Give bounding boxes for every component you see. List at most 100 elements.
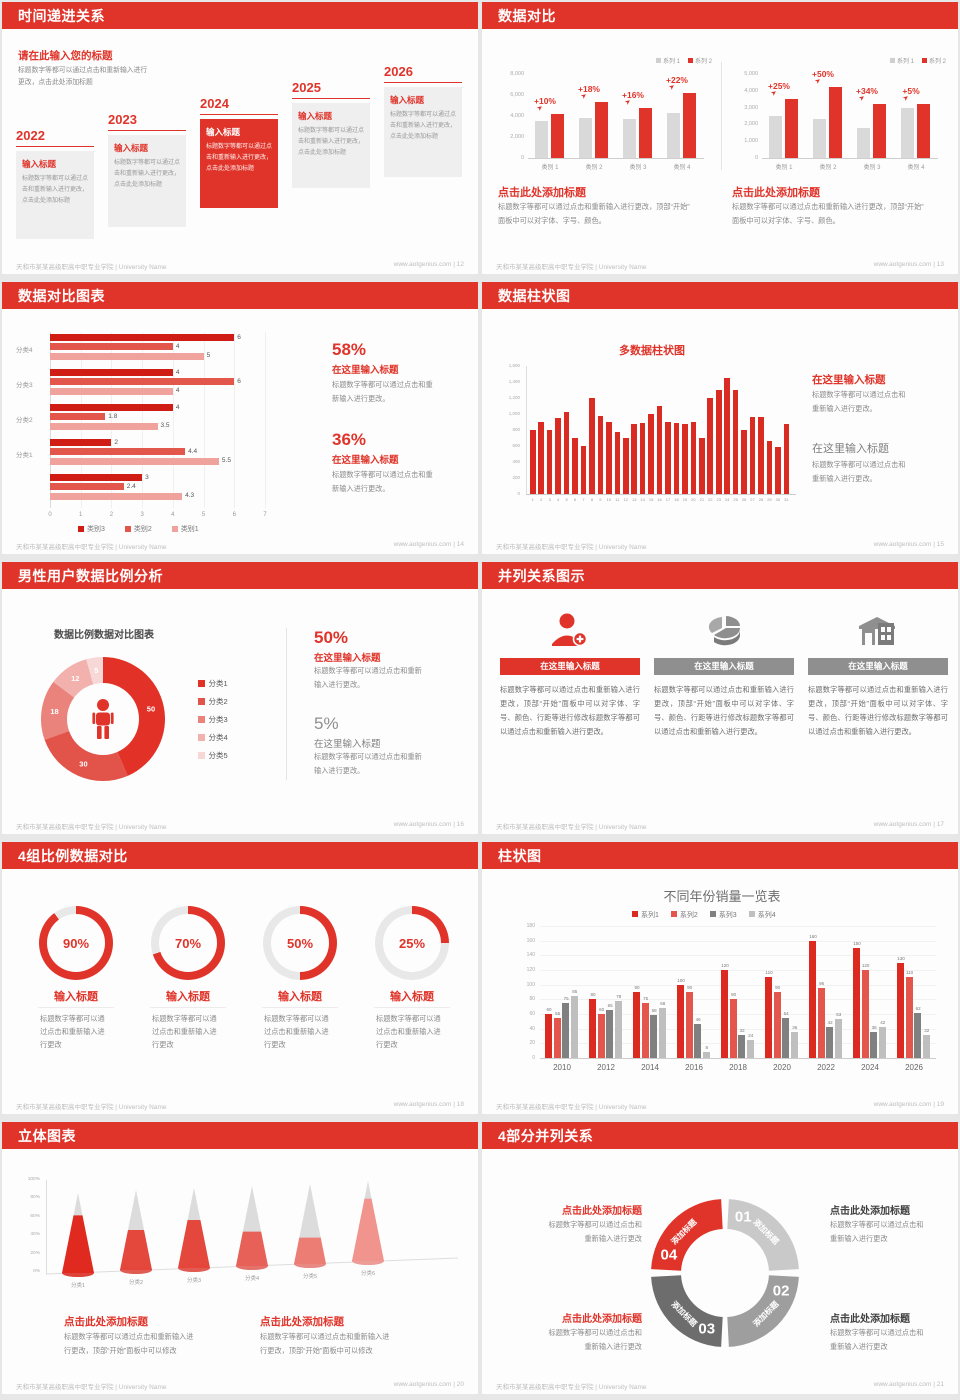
x-tick: 17 — [665, 497, 671, 502]
slide-title: 并列关系图示 — [498, 568, 585, 584]
block-body: 标题数字等都可以通过点击和 重新输入进行更改 — [502, 1326, 642, 1353]
timeline-box[interactable]: 输入标题标题数字等都可以通过点击和重新输入进行更改，点击此处添加标题 — [108, 135, 186, 227]
timeline-rule — [384, 82, 462, 83]
bar — [614, 431, 621, 494]
body-line: 标题数字等都可以通过点击和 — [548, 1220, 642, 1229]
legend-label: 系列 1 — [662, 59, 680, 65]
divider — [286, 628, 287, 780]
chart-legend: 系列1 系列2 系列3 系列4 — [632, 910, 776, 920]
y-tick: 40 — [529, 1025, 535, 1032]
segment-number: 02 — [772, 1282, 790, 1300]
gauge-body-line: 过点击和重新输入进 — [152, 1027, 217, 1036]
column — [685, 992, 693, 1058]
column-banner: 在这里输入标题 — [500, 658, 640, 675]
timeline-box[interactable]: 输入标题 标题数字等都可以通过点击和重新输入进行更改，点击此处添加标题 — [384, 87, 462, 177]
slide-parallel-relationship[interactable]: 并列关系图示 在这里输入标题 标题数字等都可以通过点击和重新输入进行更改，顶部“… — [482, 562, 958, 834]
legend-item: 类别1 — [171, 524, 199, 534]
legend-item: 系列 1 — [889, 56, 914, 65]
x-tick: 19 — [682, 497, 688, 502]
footer-school: 天和市某某高级职高中职专业学院 | University Name — [16, 1104, 167, 1111]
timeline-year: 2023 — [108, 112, 137, 127]
stat-body: 标题数字等都可以通过点击和 重新输入进行更改。 — [812, 388, 952, 415]
x-category: 分类6 — [360, 1271, 376, 1278]
slide-data-bar-chart[interactable]: 数据柱状图 多数据柱状图 1,600 1,400 1,200 1,000 800 600 4… — [482, 282, 958, 554]
slide-time-progression[interactable]: 时间递进关系 请在此输入您的标题 标题数字等都可以通过点击和重新输入进行 更改，… — [2, 2, 478, 274]
cell-21: 4部分并列关系 添加标题 01 添加标题 02 添加标题 03 添加标题 04 点击此处添加标… — [480, 1120, 960, 1400]
footer-school: 天和市某某高级职高中职专业学院 | University Name — [16, 824, 167, 831]
slide-four-ratio-comparison[interactable]: 4组比例数据对比 90% 输入标题 标题数字等都可以通 过点击和重新输入进 行更改 70%… — [2, 842, 478, 1114]
legend-label: 系列 1 — [896, 59, 914, 65]
column — [738, 1034, 746, 1058]
bar-value: 1.8 — [108, 412, 118, 420]
legend-item: 分类4 — [198, 732, 228, 743]
column — [729, 999, 737, 1058]
timeline-box[interactable]: 输入标题 标题数字等都可以通过点击和重新输入进行更改，点击此处添加标题 — [292, 103, 370, 188]
block-body: 标题数字等都可以通过点击和重新输入进行更改，顶部“开始” 面板中可以对字体、字号… — [732, 200, 944, 227]
x-tick: 7 — [582, 497, 585, 502]
ring-gauge[interactable]: 50% — [263, 906, 337, 980]
chart-legend: 系列 1 系列 2 — [889, 56, 946, 65]
column — [878, 1027, 886, 1058]
bar-series1 — [901, 107, 914, 158]
cone — [294, 1183, 326, 1269]
building-icon — [808, 608, 948, 652]
column-value: 110 — [906, 970, 914, 976]
y-tick: 80% — [30, 1195, 40, 1201]
stat-heading: 在这里输入标题 — [314, 739, 381, 750]
axis-line-y — [46, 1180, 47, 1274]
svg-text:18: 18 — [50, 707, 58, 716]
y-tick: 800 — [512, 427, 520, 432]
timeline-item-body: 标题数字等都可以通过点击和重新输入进行更改，点击此处添加标题 — [114, 160, 181, 189]
slide-data-comparison[interactable]: 数据对比 系列 1 系列 2 8,000 6,000 4,000 2,000 0 +10% ➤ 类… — [482, 2, 958, 274]
column — [606, 1010, 614, 1058]
column-value: 120 — [721, 963, 729, 968]
gauge-body-line: 行更改 — [376, 1040, 398, 1049]
timeline-item-title: 输入标题 — [114, 143, 149, 153]
slide-male-user-ratio[interactable]: 男性用户数据比例分析 数据比例数据对比图表 50 30 18 12 5 分类1 分类2 分类… — [2, 562, 478, 834]
h-bar — [50, 404, 173, 411]
axis-line — [762, 158, 938, 159]
svg-text:12: 12 — [71, 674, 79, 683]
chart-legend: 分类1 分类2 分类3 分类4 分类5 — [198, 678, 228, 768]
legend-item: 类别2 — [124, 524, 152, 534]
ring-gauge[interactable]: 90% — [39, 906, 113, 980]
slide-header: 并列关系图示 — [482, 562, 958, 589]
x-tick: 22 — [708, 497, 713, 502]
timeline-box[interactable]: 输入标题 标题数字等都可以通过点击和重新输入进行更改，点击此处添加标题 — [16, 151, 94, 239]
bar-chart: 1,600 1,400 1,200 1,000 800 600 400 200 0 1 2 3 4 5 6 7… — [500, 362, 800, 522]
timeline-item-title: 输入标题 — [22, 159, 57, 169]
x-category: 分类5 — [302, 1273, 318, 1280]
slide-header: 数据对比图表 — [2, 282, 478, 309]
slide-3d-chart[interactable]: 立体图表 100% 80% 60% 40% 20% 0% 分类1 分类2 分类3 分类4 分类5 分类… — [2, 1122, 478, 1394]
pct-label: +25% — [768, 81, 790, 92]
y-tick: 60 — [529, 1011, 535, 1017]
column-value: 85 — [572, 988, 578, 994]
gauge-divider — [150, 1007, 226, 1008]
slide-data-comparison-chart[interactable]: 数据对比图表 分类4 6 4 5 分类3 4 6 4 分类2 4 1.8 3.5 分类1 2 4.4 5.5 3… — [2, 282, 478, 554]
slide-column-chart[interactable]: 柱状图 不同年份销量一览表 系列1 系列2 系列3 系列4 180 160 140 1… — [482, 842, 958, 1114]
body-line: 重新输入进行更改 — [830, 1341, 888, 1351]
gridline — [540, 955, 936, 957]
slide-header: 数据对比 — [482, 2, 958, 29]
h-bar — [50, 422, 158, 430]
slide-four-part-relationship[interactable]: 4部分并列关系 添加标题 01 添加标题 02 添加标题 03 添加标题 04 点击此处添加标… — [482, 1122, 958, 1394]
x-tick: 13 — [631, 497, 637, 502]
column-value: 90 — [634, 985, 640, 990]
timeline-box[interactable]: 输入标题 标题数字等都可以通过点击和重新输入进行更改，点击此处添加标题 — [200, 119, 278, 208]
column-value: 62 — [915, 1005, 921, 1011]
ring-gauge[interactable]: 70% — [151, 906, 225, 980]
x-tick: 31 — [784, 497, 789, 502]
legend-item: 分类2 — [198, 696, 228, 707]
legend-item: 系列1 — [632, 910, 659, 920]
column-value: 32 — [924, 1027, 930, 1033]
ring-gauge[interactable]: 25% — [375, 906, 449, 980]
bar-value: 4.4 — [188, 447, 198, 455]
stat-body: 标题数字等都可以通过点击和 重新输入进行更改。 — [812, 458, 952, 485]
bar-series2 — [829, 87, 842, 158]
h-bar — [50, 352, 204, 360]
x-tick: 21 — [699, 497, 705, 502]
column-value: 78 — [616, 993, 622, 999]
column-value: 75 — [563, 996, 569, 1001]
bar-series2 — [683, 92, 696, 158]
bar-series2 — [551, 113, 564, 158]
